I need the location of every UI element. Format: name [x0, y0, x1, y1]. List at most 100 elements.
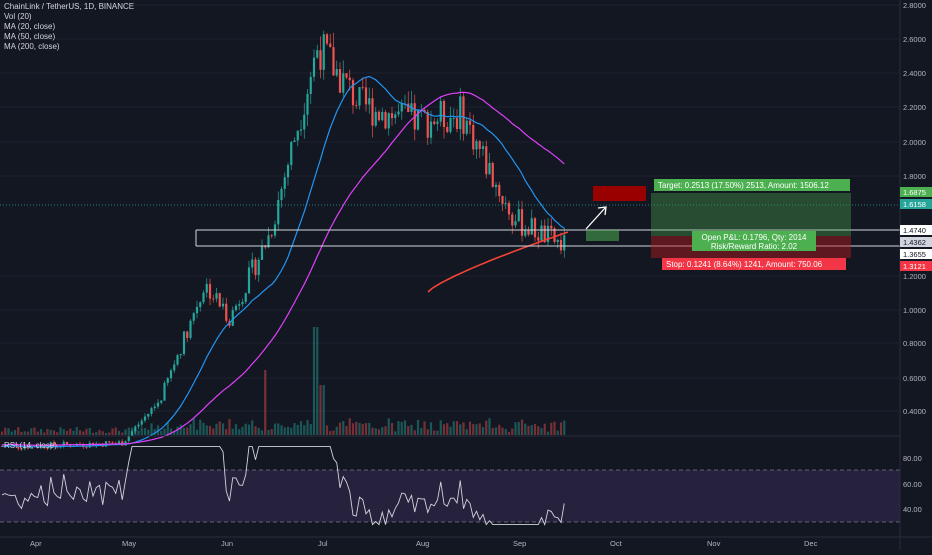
candle-body[interactable] — [407, 103, 410, 113]
candle-body[interactable] — [485, 146, 488, 175]
candle-body[interactable] — [449, 118, 452, 132]
candle-body[interactable] — [238, 304, 241, 306]
candle-body[interactable] — [436, 121, 439, 124]
legend-ma200[interactable]: MA (200, close) — [4, 42, 60, 51]
candle-body[interactable] — [134, 426, 137, 432]
candle-body[interactable] — [530, 218, 533, 235]
candle-body[interactable] — [231, 310, 234, 326]
candle-body[interactable] — [150, 408, 153, 414]
drawn-green-box[interactable] — [586, 230, 619, 241]
candle-body[interactable] — [329, 43, 332, 48]
candle-body[interactable] — [153, 406, 156, 409]
price-axis[interactable]: 2.8000 2.6000 2.4000 2.2000 2.0000 1.800… — [900, 1, 932, 416]
candle-body[interactable] — [361, 87, 364, 88]
candle-body[interactable] — [442, 101, 446, 128]
candle-body[interactable] — [478, 141, 481, 149]
candle-body[interactable] — [156, 402, 160, 407]
candle-body[interactable] — [520, 209, 524, 236]
candle-body[interactable] — [559, 239, 563, 251]
candle-body[interactable] — [283, 177, 286, 189]
candle-body[interactable] — [563, 235, 566, 251]
candle-body[interactable] — [488, 162, 491, 175]
candle-body[interactable] — [199, 302, 202, 307]
candle-body[interactable] — [130, 431, 134, 436]
candle-body[interactable] — [384, 111, 387, 129]
candle-body[interactable] — [280, 188, 283, 201]
candle-body[interactable] — [325, 34, 329, 44]
candle-body[interactable] — [46, 448, 49, 449]
candle-body[interactable] — [498, 184, 501, 197]
candle-body[interactable] — [215, 293, 218, 299]
candle-body[interactable] — [426, 111, 429, 138]
candle-body[interactable] — [296, 130, 299, 141]
candle-body[interactable] — [504, 202, 507, 204]
legend-ma50[interactable]: MA (50, close) — [4, 32, 56, 41]
candle-body[interactable] — [543, 225, 546, 243]
candle-body[interactable] — [416, 110, 420, 130]
candle-body[interactable] — [533, 218, 537, 238]
candle-body[interactable] — [371, 98, 374, 126]
candle-body[interactable] — [332, 47, 335, 76]
legend-ma20[interactable]: MA (20, close) — [4, 22, 56, 31]
candle-body[interactable] — [481, 146, 485, 149]
candle-body[interactable] — [348, 77, 351, 81]
candle-body[interactable] — [290, 142, 293, 166]
candle-body[interactable] — [309, 76, 312, 94]
candle-body[interactable] — [20, 448, 23, 450]
candle-body[interactable] — [117, 441, 121, 444]
candle-body[interactable] — [176, 355, 179, 365]
candle-body[interactable] — [160, 400, 163, 403]
candle-body[interactable] — [247, 267, 251, 294]
candle-body[interactable] — [163, 382, 166, 401]
candle-body[interactable] — [36, 447, 39, 448]
candle-body[interactable] — [166, 378, 169, 383]
candle-body[interactable] — [394, 114, 397, 119]
candle-body[interactable] — [507, 202, 511, 215]
candle-body[interactable] — [439, 101, 442, 122]
candle-body[interactable] — [475, 141, 478, 150]
candle-body[interactable] — [140, 420, 143, 425]
candle-body[interactable] — [286, 165, 290, 178]
candle-body[interactable] — [182, 331, 186, 355]
legend-symbol[interactable]: ChainLink / TetherUS, 1D, BINANCE — [4, 2, 135, 11]
candle-body[interactable] — [143, 416, 147, 421]
candle-body[interactable] — [251, 259, 254, 268]
candle-body[interactable] — [462, 96, 465, 134]
chart-legend[interactable]: ChainLink / TetherUS, 1D, BINANCE Vol (2… — [4, 2, 134, 52]
candle-body[interactable] — [69, 444, 72, 447]
candle-body[interactable] — [202, 292, 205, 303]
legend-volume[interactable]: Vol (20) — [4, 12, 32, 21]
candle-body[interactable] — [179, 354, 182, 356]
candle-body[interactable] — [186, 331, 189, 338]
candle-body[interactable] — [550, 225, 553, 229]
candle-body[interactable] — [319, 50, 322, 70]
candle-body[interactable] — [195, 306, 199, 314]
candle-body[interactable] — [147, 413, 150, 417]
candle-body[interactable] — [546, 225, 550, 243]
candle-body[interactable] — [192, 313, 195, 321]
candle-body[interactable] — [511, 214, 514, 226]
candle-body[interactable] — [212, 298, 215, 300]
candle-body[interactable] — [111, 442, 114, 444]
candle-body[interactable] — [270, 235, 273, 237]
candle-body[interactable] — [189, 320, 192, 338]
candle-body[interactable] — [491, 162, 494, 188]
candle-body[interactable] — [524, 229, 527, 236]
candle-body[interactable] — [303, 114, 306, 130]
candle-body[interactable] — [355, 105, 358, 107]
candle-body[interactable] — [553, 228, 556, 242]
candle-body[interactable] — [23, 446, 26, 449]
candle-body[interactable] — [342, 73, 345, 93]
candle-body[interactable] — [433, 121, 436, 124]
candle-body[interactable] — [374, 111, 377, 126]
candle-body[interactable] — [540, 225, 543, 241]
rsi-axis[interactable]: 80.00 60.00 40.00 — [903, 454, 922, 514]
candle-body[interactable] — [306, 93, 309, 115]
candle-body[interactable] — [137, 424, 140, 427]
candle-body[interactable] — [517, 209, 520, 222]
candle-body[interactable] — [468, 120, 472, 125]
target-zone[interactable] — [651, 193, 851, 236]
candle-body[interactable] — [108, 441, 111, 443]
candle-body[interactable] — [241, 301, 244, 305]
